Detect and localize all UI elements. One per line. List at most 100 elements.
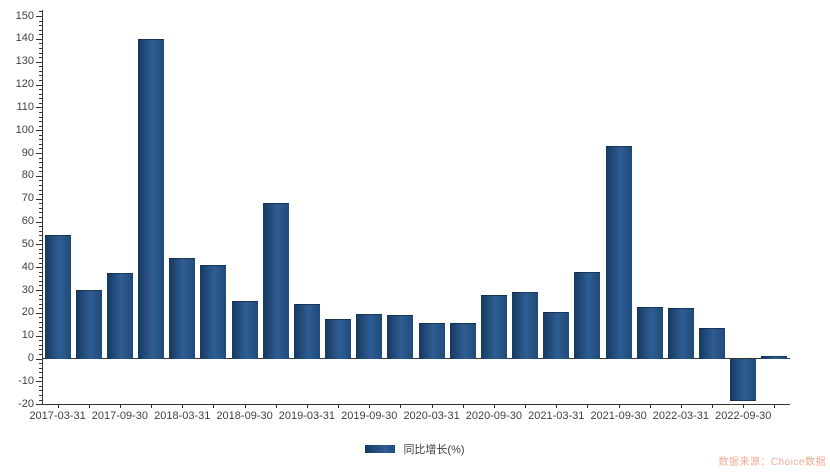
y-axis-minor-tick [39,57,42,59]
bar-2021-09-30 [605,146,632,360]
y-axis-tick-label: 100 [15,123,34,136]
y-axis-minor-tick [39,66,42,68]
x-axis-tick-label: 2018-09-30 [216,410,273,423]
y-axis-minor-tick [39,139,42,141]
bar-2017-06-30 [75,290,102,360]
y-axis-tick-label: 80 [21,169,34,182]
bar-2021-12-31 [636,307,663,360]
x-axis-tick-label: 2020-09-30 [465,410,523,423]
y-axis-minor-tick [39,93,42,95]
y-axis-tick-label: -20 [18,397,34,410]
y-axis-minor-tick [39,248,42,250]
y-axis-major-tick [36,107,42,109]
y-axis-line [42,10,43,406]
y-axis-minor-tick [39,367,42,369]
y-axis-tick-label: 140 [15,32,34,45]
y-axis-minor-tick [39,226,42,228]
y-axis-minor-tick [39,98,42,100]
y-axis-minor-tick [39,376,42,378]
y-axis-tick-label: 130 [15,55,34,68]
x-axis-tick [275,404,277,409]
bar-2018-09-30 [231,301,258,360]
y-axis-minor-tick [39,372,42,374]
bar-2022-06-30 [699,327,726,360]
bar-2017-12-31 [138,38,165,360]
y-axis-tick-label: 20 [21,306,34,319]
x-axis-tick [244,404,246,409]
y-axis-minor-tick [39,203,42,205]
y-axis-major-tick [36,335,42,337]
x-axis-tick [556,404,558,409]
bar-2021-03-31 [543,311,570,360]
bar-2018-06-30 [200,264,227,360]
y-axis-minor-tick [39,258,42,260]
y-axis-minor-tick [39,303,42,305]
x-axis-tick [182,404,184,409]
y-axis-minor-tick [39,317,42,319]
x-axis-tick-label: 2021-09-30 [590,410,647,423]
y-axis-minor-tick [39,194,42,196]
y-axis-minor-tick [39,299,42,301]
x-axis-tick [213,404,215,409]
x-axis-tick [306,404,308,409]
y-axis-minor-tick [39,239,42,241]
y-axis-major-tick [36,381,42,383]
y-axis-minor-tick [39,385,42,387]
y-axis-major-tick [36,198,42,200]
y-axis-minor-tick [39,20,42,22]
y-axis-minor-tick [39,344,42,346]
x-axis-tick-label: 2018-03-31 [154,410,211,423]
y-axis-tick-label: 40 [21,260,34,273]
bar-2019-09-30 [356,313,383,360]
bar-2018-12-31 [262,203,289,360]
y-axis-major-tick [36,38,42,40]
y-axis-minor-tick [39,207,42,209]
x-axis-tick [431,404,433,409]
watermark-text: 数据来源：Choice数据 [718,457,826,468]
x-axis-tick [743,404,745,409]
x-axis-tick-label: 2020-03-31 [403,410,460,423]
bar-2020-03-31 [418,323,445,360]
y-axis-minor-tick [39,11,42,13]
x-axis-tick [88,404,90,409]
y-axis-major-tick [36,84,42,86]
y-axis-minor-tick [39,157,42,159]
x-axis-tick [587,404,589,409]
y-axis-minor-tick [39,111,42,113]
y-axis-minor-tick [39,230,42,232]
y-axis-tick-label: 110 [16,100,34,113]
bar-2019-03-31 [293,303,320,360]
y-axis-minor-tick [39,48,42,49]
y-axis-minor-tick [39,89,42,91]
y-axis-tick-label: 70 [21,192,34,205]
x-axis-tick [119,404,121,409]
x-axis-tick [369,404,371,409]
y-axis-major-tick [36,312,42,314]
y-axis-major-tick [36,404,42,406]
bar-2022-12-31 [761,356,788,360]
y-axis-minor-tick [39,216,42,218]
y-axis-minor-tick [39,308,42,310]
y-axis-minor-tick [39,262,42,264]
bar-2019-12-31 [387,315,414,360]
y-axis-major-tick [36,175,42,177]
y-axis-minor-tick [39,143,42,145]
y-axis-tick-label: 30 [21,283,34,296]
x-axis-tick-label: 2022-09-30 [715,410,772,423]
x-axis-tick-label: 2022-03-31 [652,410,710,423]
y-axis-minor-tick [39,79,42,81]
y-axis-minor-tick [39,162,42,164]
y-axis-tick-label: 60 [21,215,34,228]
y-axis-minor-tick [39,280,42,282]
y-axis-minor-tick [39,235,42,237]
y-axis-tick-label: 90 [21,146,34,159]
zero-baseline [42,358,790,359]
x-axis-line [42,404,790,406]
x-axis-tick-label: 2019-09-30 [341,410,398,423]
bar-2019-06-30 [325,318,352,360]
y-axis-minor-tick [39,148,42,150]
x-axis-tick [338,404,340,409]
y-axis-minor-tick [39,340,42,342]
y-axis-minor-tick [39,326,42,328]
y-axis-minor-tick [39,134,42,136]
